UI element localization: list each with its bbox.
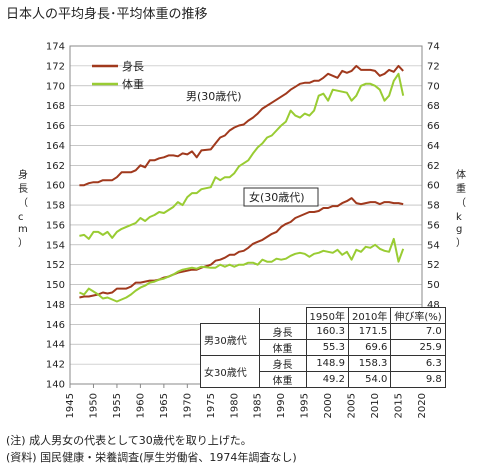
- footnote: (注) 成人男女の代表として30歳代を取り上げた。: [6, 434, 252, 447]
- left-tick-label: 140: [46, 380, 65, 391]
- chart-title: 日本人の平均身長･平均体重の推移: [6, 7, 208, 22]
- left-axis-ticks: 140 142 144 146 148 150 152 154 156 158 160 162 164 1…: [46, 42, 65, 391]
- left-tick-label: 166: [46, 121, 65, 132]
- table-group-cell: 男30歳代: [200, 323, 260, 356]
- table-value-cell: 54.0: [347, 371, 392, 388]
- series-line: [79, 197, 404, 299]
- legend-weight-label: 体重: [122, 77, 144, 91]
- x-tick-label: 1980: [229, 393, 240, 418]
- right-tick-label: 58: [427, 201, 440, 212]
- right-tick-label: 48: [427, 300, 440, 311]
- right-tick-label: 60: [427, 181, 440, 192]
- right-tick-label: 72: [427, 61, 440, 72]
- x-tick-label: 1960: [135, 393, 146, 418]
- left-tick-label: 144: [46, 340, 65, 351]
- table-metric-cell: 体重: [258, 339, 307, 356]
- source-note: (資料) 国民健康・栄養調査(厚生労働省、1974年調査なし): [6, 451, 297, 464]
- right-tick-label: 54: [427, 240, 440, 251]
- series-line: [79, 72, 405, 240]
- legend-height-label: 身長: [122, 59, 144, 73]
- right-tick-label: 74: [427, 42, 440, 53]
- table-row: 体重 55.3 69.6 25.9: [201, 339, 446, 356]
- x-tick-label: 1970: [182, 393, 193, 418]
- table-metric-cell: 身長: [258, 323, 307, 340]
- male-annotation: 男(30歳代): [186, 90, 242, 103]
- left-tick-label: 146: [46, 320, 65, 331]
- left-tick-label: 174: [46, 42, 65, 53]
- table-row: 体重 49.2 54.0 9.8: [201, 371, 446, 388]
- left-axis-label: 身長 （c m）: [18, 168, 31, 249]
- summary-table: 1950年 2010年 伸び率(%) 男30歳代 身長 160.3 171.5 …: [200, 307, 446, 388]
- right-tick-label: 50: [427, 280, 440, 291]
- x-axis-ticks: 1945 1950 1955 1960 1965 1970 1975 1980 1985 1990…: [65, 384, 428, 418]
- x-tick-label: 1995: [300, 393, 311, 418]
- left-tick-label: 156: [46, 220, 65, 231]
- right-tick-label: 62: [427, 161, 440, 172]
- table-metric-cell: 身長: [258, 355, 307, 372]
- table-header-cell: 2010年: [347, 307, 392, 324]
- left-tick-label: 150: [46, 280, 65, 291]
- left-tick-label: 172: [46, 61, 65, 72]
- x-tick-label: 1945: [65, 393, 76, 418]
- right-tick-label: 68: [427, 101, 440, 112]
- table-row: 女30歳代 身長 148.9 158.3 6.3: [200, 355, 446, 388]
- left-tick-label: 152: [46, 260, 65, 271]
- table-value-cell: 55.3: [305, 339, 349, 356]
- left-tick-label: 162: [46, 161, 65, 172]
- table-header-cell: [200, 307, 260, 324]
- table-value-cell: 158.3: [347, 355, 392, 372]
- table-metric-cell: 体重: [258, 371, 307, 388]
- table-value-cell: 171.5: [347, 323, 392, 340]
- female-annotation: 女(30歳代): [249, 190, 305, 204]
- x-tick-label: 1965: [159, 393, 170, 418]
- x-tick-label: 1990: [276, 393, 287, 418]
- table-value-cell: 9.8: [390, 371, 446, 388]
- x-tick-label: 1955: [112, 393, 123, 418]
- left-tick-label: 168: [46, 101, 65, 112]
- x-tick-label: 2005: [347, 393, 358, 418]
- x-tick-label: 1975: [206, 393, 217, 418]
- right-tick-label: 52: [427, 260, 440, 271]
- x-tick-label: 2015: [394, 393, 405, 418]
- left-tick-label: 142: [46, 360, 65, 371]
- x-tick-label: 2000: [323, 393, 334, 418]
- right-tick-label: 56: [427, 220, 440, 231]
- right-axis-label: 体重 （k g）: [456, 169, 469, 249]
- x-tick-label: 1985: [253, 393, 264, 418]
- table-header-cell: 伸び率(%): [390, 307, 446, 324]
- left-tick-label: 148: [46, 300, 65, 311]
- table-header-cell: [259, 307, 307, 324]
- table-value-cell: 148.9: [305, 355, 349, 372]
- series-line: [79, 237, 405, 303]
- table-value-cell: 160.3: [305, 323, 349, 340]
- table-value-cell: 25.9: [390, 339, 446, 356]
- left-tick-label: 160: [46, 181, 65, 192]
- left-tick-label: 154: [46, 240, 65, 251]
- female-annotation-box: [243, 187, 319, 207]
- table-value-cell: 7.0: [390, 323, 446, 340]
- legend: 身長 体重: [92, 59, 144, 91]
- left-tick-label: 170: [46, 81, 65, 92]
- x-tick-label: 2020: [417, 393, 428, 418]
- left-tick-label: 164: [46, 141, 65, 152]
- table-value-cell: 6.3: [390, 355, 446, 372]
- table-header-row: 1950年 2010年 伸び率(%): [200, 307, 446, 324]
- table-header-cell: 1950年: [305, 307, 349, 324]
- series-lines: [79, 64, 405, 303]
- table-group-cell: 女30歳代: [200, 355, 260, 388]
- series-line: [79, 64, 404, 187]
- right-tick-label: 70: [427, 81, 440, 92]
- right-tick-label: 64: [427, 141, 440, 152]
- left-tick-label: 158: [46, 201, 65, 212]
- table-value-cell: 69.6: [347, 339, 392, 356]
- right-tick-label: 66: [427, 121, 440, 132]
- x-tick-label: 2010: [370, 393, 381, 418]
- table-value-cell: 49.2: [305, 371, 349, 388]
- x-tick-label: 1950: [88, 393, 99, 418]
- table-row: 男30歳代 身長 160.3 171.5 7.0: [200, 323, 446, 356]
